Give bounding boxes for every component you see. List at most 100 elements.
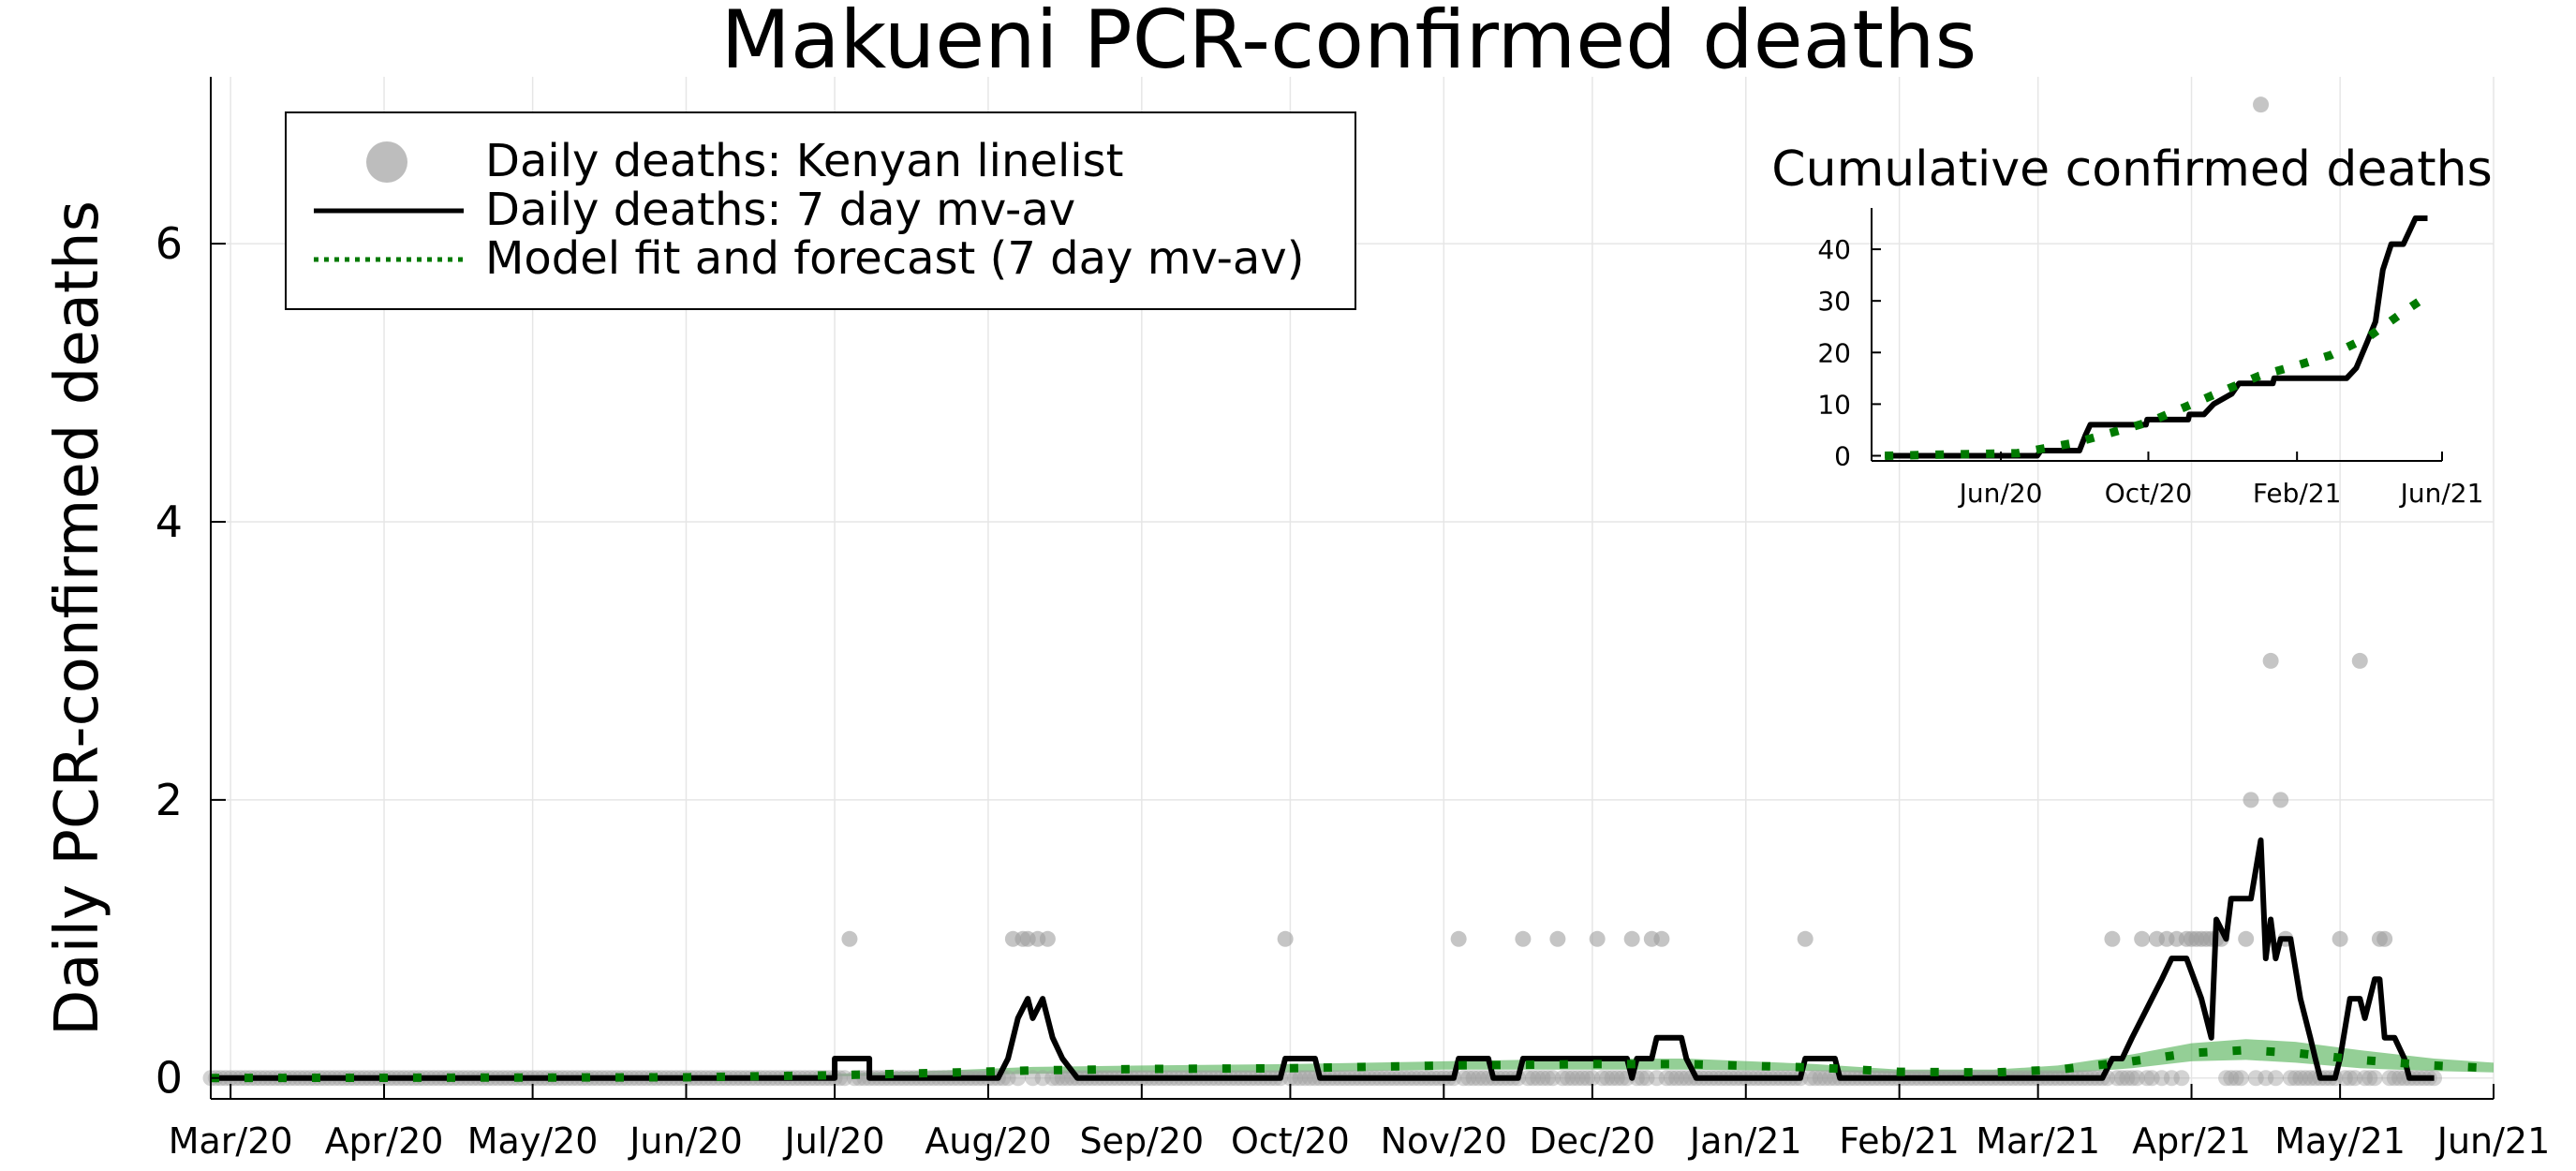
x-tick-label: May/21	[2274, 1120, 2406, 1162]
mvav-line	[211, 837, 2435, 1081]
scatter-point	[1465, 1070, 1482, 1087]
scatter-point	[1460, 1070, 1477, 1087]
scatter-point	[2351, 652, 2368, 669]
scatter-point	[2163, 1070, 2180, 1087]
scatter-point	[2366, 1070, 2383, 1087]
scatter-point	[2381, 1070, 2398, 1087]
scatter-point	[2247, 1070, 2264, 1087]
scatter-point	[1034, 1070, 1051, 1087]
scatter-point	[2258, 1070, 2274, 1087]
x-tick-label: Jun/21	[2435, 1120, 2551, 1162]
scatter-point	[1549, 930, 1566, 947]
scatter-point	[2376, 930, 2393, 947]
scatter-point	[836, 1070, 853, 1087]
scatter-point	[1816, 1070, 1833, 1087]
y-tick-label: 2	[155, 775, 183, 825]
scatter-point	[1663, 1070, 1680, 1087]
legend-label-mvav: Daily deaths: 7 day mv-av	[485, 184, 1075, 236]
scatter-point	[2282, 1070, 2299, 1087]
scatter-point	[1678, 1070, 1695, 1087]
inset-series-lines	[1885, 215, 2431, 460]
x-tick-label: Mar/21	[1976, 1120, 2100, 1162]
scatter-point	[2114, 1070, 2131, 1087]
scatter-point	[1519, 1070, 1536, 1087]
main-series-lines	[210, 837, 2495, 1083]
scatter-point	[2243, 792, 2259, 808]
x-tick-label: Jul/20	[783, 1120, 885, 1162]
scatter-point	[1584, 1070, 1601, 1087]
scatter-point	[2262, 652, 2279, 669]
legend-label-scatter: Daily deaths: Kenyan linelist	[485, 135, 1123, 187]
main-axes	[210, 77, 2495, 1100]
x-tick-label: Dec/20	[1530, 1120, 1656, 1162]
scatter-point	[2238, 930, 2255, 947]
scatter-point	[1450, 930, 1467, 947]
scatter-point	[1524, 1070, 1541, 1087]
scatter-point	[1658, 1070, 1675, 1087]
x-tick-label: Mar/20	[169, 1120, 293, 1162]
y-tick-label: 0	[155, 1053, 183, 1104]
scatter-point	[1025, 1070, 1042, 1087]
scatter-point	[1455, 1070, 1472, 1087]
x-tick-label: Jun/20	[628, 1120, 743, 1162]
scatter-point	[1653, 930, 1670, 947]
scatter-point	[1287, 1070, 1304, 1087]
scatter-point	[1797, 930, 1814, 947]
scatter-point	[1599, 1070, 1616, 1087]
x-tick-label: Jan/21	[1688, 1120, 1802, 1162]
scatter-point	[1634, 1070, 1651, 1087]
scatter-point	[1812, 1070, 1828, 1087]
scatter-point	[2173, 1070, 2190, 1087]
main-plot-area: Mar/20 Apr/20 May/20 Jun/20 Jul/20 Aug/20 Sep/…	[155, 77, 2551, 1162]
inset-y-tick-label: 10	[1817, 389, 1851, 420]
scatter-point	[2357, 1070, 2374, 1087]
scatter-point	[1673, 1070, 1690, 1087]
scatter-point	[2302, 1070, 2318, 1087]
scatter-point	[1574, 1070, 1591, 1087]
x-tick-label: Apr/21	[2132, 1120, 2251, 1162]
scatter-point	[2273, 792, 2289, 808]
inset-y-tick-label: 30	[1817, 286, 1851, 317]
scatter-point	[1302, 1070, 1319, 1087]
scatter-point	[1638, 1070, 1655, 1087]
scatter-point	[2124, 1070, 2140, 1087]
inset-tick-labels: Jun/20 Oct/20 Feb/21 Jun/21 0 10 20 30 40	[1817, 234, 2483, 509]
scatter-point	[1579, 1070, 1596, 1087]
x-tick-label: Aug/20	[925, 1120, 1051, 1162]
main-y-axis-label: Daily PCR-confirmed deaths	[43, 200, 112, 1036]
scatter-point	[1822, 1070, 1839, 1087]
scatter-point	[2361, 1070, 2378, 1087]
inset-x-tick-label: Oct/20	[2105, 478, 2192, 509]
scatter-point	[2218, 1070, 2235, 1087]
inset-y-tick-label: 40	[1817, 234, 1851, 265]
scatter-point	[2342, 1070, 2359, 1087]
x-tick-label: Nov/20	[1381, 1120, 1507, 1162]
legend-label-model: Model fit and forecast (7 day mv-av)	[485, 232, 1304, 285]
scatter-point	[999, 1070, 1016, 1087]
scatter-point	[2386, 1070, 2403, 1087]
scatter-point	[2287, 1070, 2304, 1087]
inset-y-tick-label: 20	[1817, 337, 1851, 368]
inset-x-tick-label: Jun/21	[2399, 478, 2484, 509]
legend: Daily deaths: Kenyan linelist Daily deat…	[285, 111, 1356, 310]
scatter-point	[2109, 1070, 2125, 1087]
scatter-point	[1807, 1070, 1824, 1087]
inset-axes	[1871, 208, 2443, 462]
scatter-point	[2292, 1070, 2309, 1087]
inset-x-tick-label: Feb/21	[2253, 478, 2342, 509]
cumulative-deaths-line	[1885, 215, 2428, 459]
scatter-point	[1554, 1070, 1571, 1087]
x-tick-label: Feb/21	[1839, 1120, 1959, 1162]
scatter-point	[2154, 1070, 2170, 1087]
main-tick-labels: Mar/20 Apr/20 May/20 Jun/20 Jul/20 Aug/20 Sep/…	[155, 218, 2551, 1162]
scatter-point	[1649, 1070, 1666, 1087]
scatter-point	[2134, 930, 2151, 947]
scatter-point	[2119, 1070, 2136, 1087]
scatter-point	[1559, 1070, 1576, 1087]
model-uncertainty-band	[211, 1039, 2494, 1078]
scatter-point	[1614, 1070, 1631, 1087]
x-tick-label: Apr/20	[325, 1120, 444, 1162]
model-band	[211, 1039, 2494, 1078]
scatter-point	[1564, 1070, 1581, 1087]
